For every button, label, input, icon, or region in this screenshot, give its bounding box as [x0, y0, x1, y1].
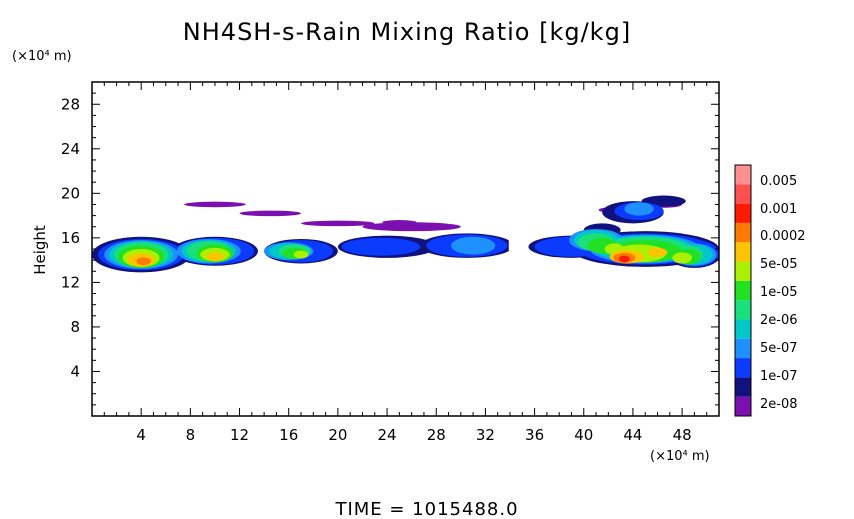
x-tick-label: 44 [623, 426, 642, 444]
x-tick-label: 16 [279, 426, 298, 444]
x-tick-label: 8 [186, 426, 196, 444]
y-tick-label: 20 [61, 184, 80, 202]
colorbar-swatch [735, 377, 751, 397]
colorbar-label: 5e-05 [760, 257, 798, 272]
y-axis: 4 8 12 16 20 24 28 [61, 92, 719, 406]
colorbar-swatch [735, 280, 751, 301]
colorbar-label: 2e-08 [760, 397, 798, 412]
colorbar-frame [734, 164, 752, 417]
contour-blob [206, 252, 224, 262]
colorbar-label: 0.001 [760, 202, 797, 217]
contour-blob [293, 250, 309, 259]
y-tick-label: 16 [61, 229, 80, 247]
y-tick-label: 4 [70, 362, 80, 380]
contour-blob [618, 255, 630, 263]
x-tick-label: 48 [673, 426, 692, 444]
x-axis: 4 8 12 16 20 24 28 32 36 40 44 48 [103, 82, 708, 444]
contour-blob [136, 257, 152, 266]
colorbar-swatch [735, 203, 751, 223]
colorbar-swatch [735, 319, 751, 339]
y-tick-label: 28 [61, 95, 80, 113]
colorbar-label: 1e-07 [760, 369, 798, 384]
contour-blob [450, 236, 496, 255]
colorbar-swatch [735, 242, 751, 262]
contour-blob [341, 237, 421, 256]
colorbar-swatch [735, 165, 751, 185]
x-tick-label: 32 [476, 426, 495, 444]
time-label: TIME = 1015488.0 [334, 499, 518, 519]
colorbar-swatch [735, 184, 751, 204]
colorbar-swatch [735, 396, 751, 416]
contour-blob [624, 202, 654, 216]
x-tick-label: 36 [525, 426, 544, 444]
contour-blob [184, 201, 246, 208]
x-tick-label: 12 [230, 426, 249, 444]
colorbar-label: 0.0002 [760, 229, 806, 244]
y-tick-label: 8 [70, 318, 80, 336]
x-unit-label: (×10⁴ m) [650, 449, 710, 464]
colorbar-swatch [735, 338, 751, 359]
contour-blob [672, 252, 692, 264]
x-tick-label: 20 [328, 426, 347, 444]
colorbar-swatch [735, 222, 751, 243]
y-tick-label: 24 [61, 140, 80, 158]
colorbar-label: 0.005 [760, 174, 797, 189]
y-unit-label: (×10⁴ m) [12, 49, 72, 64]
colorbar-label: 2e-06 [760, 313, 798, 328]
colorbar-swatch [735, 261, 751, 281]
y-axis-label: Height [31, 225, 49, 275]
colorbar-label: 1e-05 [760, 285, 798, 300]
colorbar-swatch [735, 300, 751, 320]
y-tick-label: 12 [61, 273, 80, 291]
x-tick-label: 4 [136, 426, 146, 444]
colorbar-label: 5e-07 [760, 341, 798, 356]
contour-blob [301, 220, 375, 227]
contour-blob [647, 247, 668, 257]
colorbar: 2e-08 1e-07 5e-07 2e-06 1e-05 5e-05 0.0002 0.00… [734, 164, 806, 417]
chart-title: NH4SH-s-Rain Mixing Ratio [kg/kg] [183, 18, 631, 46]
contour-blob [362, 222, 461, 232]
data-gap [508, 82, 524, 416]
x-tick-label: 28 [427, 426, 446, 444]
contour-blob [239, 210, 301, 217]
x-tick-label: 24 [378, 426, 397, 444]
contour-fill [92, 82, 719, 416]
x-tick-label: 40 [574, 426, 593, 444]
colorbar-swatch [735, 358, 751, 378]
plot-area [91, 81, 720, 417]
